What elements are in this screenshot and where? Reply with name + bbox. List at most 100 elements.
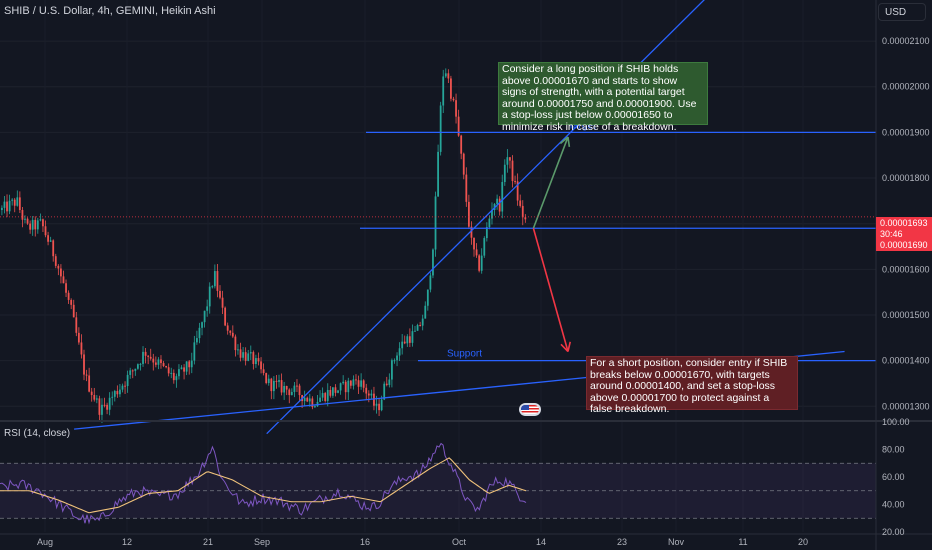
candle-body bbox=[262, 369, 265, 374]
candle-body bbox=[314, 406, 316, 408]
candle-body bbox=[131, 370, 134, 372]
candle-body bbox=[470, 226, 473, 238]
candle-body bbox=[208, 286, 211, 307]
candle-body bbox=[188, 361, 191, 368]
candle-body bbox=[203, 310, 206, 323]
candle-body bbox=[511, 160, 514, 182]
candle-body bbox=[491, 210, 493, 219]
candle-body bbox=[347, 380, 350, 393]
candle-body bbox=[419, 325, 422, 327]
time-tick-label: Sep bbox=[254, 537, 270, 547]
short-position-note[interactable]: For a short position, consider entry if … bbox=[586, 356, 798, 415]
candle-body bbox=[519, 200, 522, 206]
red-arrow-head bbox=[560, 343, 569, 353]
candle-body bbox=[331, 387, 334, 396]
rsi-tick-label: 20.00 bbox=[882, 527, 905, 537]
candle-body bbox=[388, 379, 391, 385]
candle-body bbox=[21, 209, 24, 220]
time-tick-label: Oct bbox=[452, 537, 467, 547]
candle-body bbox=[321, 393, 324, 398]
candle-body bbox=[416, 325, 419, 331]
candle-body bbox=[414, 330, 416, 332]
candle-body bbox=[62, 276, 65, 284]
candle-body bbox=[239, 349, 242, 358]
candle-body bbox=[196, 338, 198, 343]
candle-body bbox=[290, 391, 293, 396]
candle-body bbox=[11, 199, 14, 201]
us-flag-icon[interactable] bbox=[519, 403, 541, 416]
green-arrow-head bbox=[559, 136, 569, 145]
candle-body bbox=[47, 235, 49, 242]
candle-body bbox=[426, 289, 429, 306]
candle-body bbox=[126, 374, 129, 387]
candle-body bbox=[398, 348, 401, 356]
candle-body bbox=[170, 372, 173, 374]
candle-body bbox=[18, 197, 21, 210]
rsi-tick-label: 40.00 bbox=[882, 500, 905, 510]
candle-body bbox=[319, 397, 321, 402]
price-tick-label: 0.00001600 bbox=[882, 264, 930, 274]
candle-body bbox=[201, 322, 203, 328]
red-arrow-head bbox=[567, 341, 572, 352]
candle-body bbox=[70, 299, 73, 305]
candle-body bbox=[411, 331, 414, 343]
candle-body bbox=[147, 355, 150, 357]
candle-body bbox=[83, 354, 85, 375]
candle-body bbox=[506, 157, 509, 165]
candle-body bbox=[108, 397, 111, 410]
currency-selector-button[interactable]: USD bbox=[878, 3, 926, 21]
candle-body bbox=[154, 362, 157, 365]
chart-title: SHIB / U.S. Dollar, 4h, GEMINI, Heikin A… bbox=[4, 5, 216, 17]
candle-body bbox=[503, 164, 506, 183]
candle-body bbox=[329, 389, 332, 396]
candle-body bbox=[67, 292, 70, 300]
green-arrow-head bbox=[567, 136, 571, 147]
candle-body bbox=[165, 366, 168, 368]
candle-body bbox=[111, 396, 114, 398]
candle-body bbox=[29, 223, 32, 230]
candle-body bbox=[211, 286, 214, 288]
candle-body bbox=[375, 403, 378, 406]
rsi-indicator-label[interactable]: RSI (14, close) bbox=[4, 428, 71, 439]
candle-body bbox=[52, 240, 55, 257]
time-tick-label: Nov bbox=[668, 537, 685, 547]
candle-body bbox=[44, 226, 47, 236]
candle-body bbox=[152, 358, 155, 363]
candle-body bbox=[175, 376, 178, 381]
candle-body bbox=[36, 220, 39, 230]
candle-body bbox=[139, 363, 142, 365]
candle-body bbox=[54, 256, 57, 266]
rsi-ma-line bbox=[0, 457, 527, 514]
candle-body bbox=[90, 391, 93, 396]
candle-body bbox=[283, 385, 286, 393]
candle-body bbox=[452, 98, 455, 101]
red-arrow bbox=[532, 228, 569, 352]
candle-body bbox=[306, 397, 309, 402]
candlestick-series bbox=[1, 68, 527, 424]
last-close-price: 0.00001690 bbox=[880, 240, 928, 250]
candle-body bbox=[129, 370, 132, 375]
candle-body bbox=[293, 385, 296, 392]
candle-body bbox=[480, 255, 483, 271]
candle-body bbox=[116, 390, 119, 395]
candle-body bbox=[93, 395, 96, 400]
candle-body bbox=[439, 105, 442, 152]
long-position-note[interactable]: Consider a long position if SHIB holds a… bbox=[498, 62, 708, 133]
candle-body bbox=[365, 387, 368, 394]
candle-body bbox=[298, 385, 301, 396]
candle-body bbox=[39, 219, 42, 221]
candle-body bbox=[106, 404, 108, 410]
candle-body bbox=[383, 383, 386, 400]
candle-body bbox=[172, 372, 175, 381]
candle-body bbox=[334, 387, 337, 393]
candle-body bbox=[437, 151, 439, 197]
price-tick-label: 0.00001300 bbox=[882, 401, 930, 411]
candle-body bbox=[401, 341, 404, 349]
candle-body bbox=[242, 352, 244, 358]
candle-body bbox=[75, 317, 78, 333]
candle-body bbox=[249, 352, 252, 354]
candle-body bbox=[142, 351, 144, 364]
candle-body bbox=[13, 199, 16, 206]
candle-body bbox=[385, 383, 388, 385]
